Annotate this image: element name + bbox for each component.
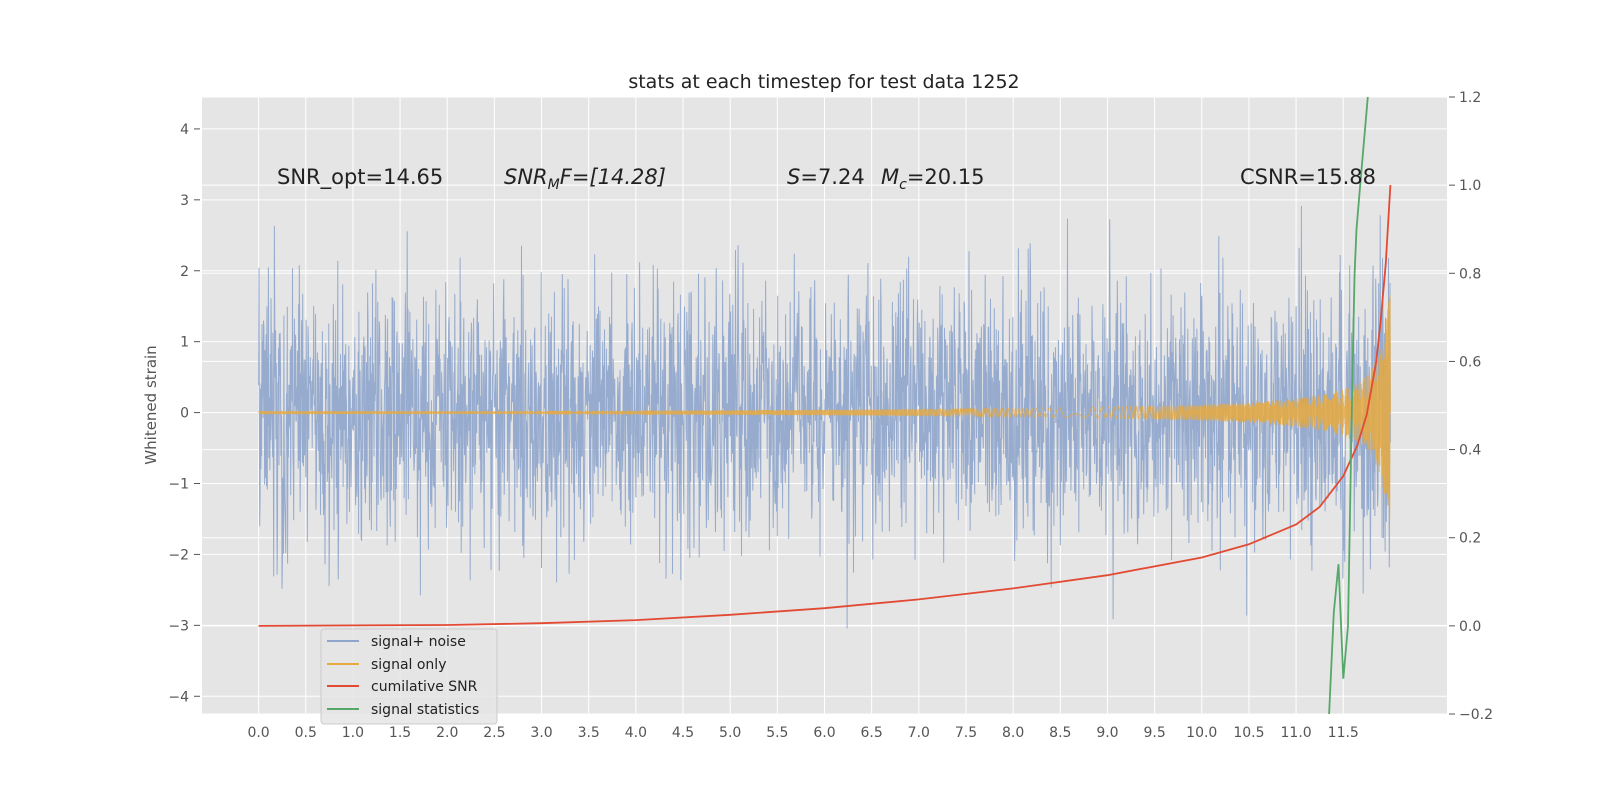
series-signal-statistics (1328, 97, 1369, 714)
y-tick-label: −4 (168, 689, 189, 705)
series-signal-only (258, 295, 1391, 520)
x-tick-label: 2.0 (436, 725, 458, 741)
y-axis-label: Whitened strain (142, 345, 160, 464)
x-tick-label: 11.5 (1328, 725, 1359, 741)
annotation-csnr: CSNR=15.88 (1240, 165, 1376, 189)
y-axis-left: 4 3 2 1 0 −1 −2 −3 −4 (168, 122, 200, 705)
y-axis-right: 1.2 1.0 0.8 0.6 0.4 0.2 0.0 −0.2 (1449, 90, 1493, 723)
y-tick-label: −3 (168, 618, 189, 634)
x-tick-label: 4.0 (625, 725, 647, 741)
y2-tick-label: 0.6 (1459, 354, 1481, 370)
x-tick-label: 5.0 (719, 725, 741, 741)
series-cumulative-snr (258, 185, 1392, 627)
x-tick-label: 2.5 (483, 725, 505, 741)
annotation-snr-opt: SNR_opt=14.65 (277, 165, 443, 190)
x-tick-label: 7.0 (908, 725, 930, 741)
legend-label-signal-only: signal only (371, 657, 446, 673)
x-tick-label: 5.5 (766, 725, 788, 741)
series-signal-noise (258, 205, 1391, 629)
legend-label-cumulative-snr: cumilative SNR (371, 679, 478, 695)
y2-tick-label: 0.4 (1459, 443, 1481, 459)
x-tick-label: 1.5 (389, 725, 411, 741)
y2-tick-label: 1.2 (1459, 90, 1481, 106)
y-tick-label: 3 (180, 193, 189, 209)
x-tick-label: 9.0 (1096, 725, 1118, 741)
y2-tick-label: 0.8 (1459, 266, 1481, 282)
y2-tick-label: 1.0 (1459, 178, 1481, 194)
x-tick-label: 10.5 (1233, 725, 1264, 741)
y-tick-label: 4 (180, 122, 189, 138)
x-tick-label: 0.5 (295, 725, 317, 741)
y-tick-label: −1 (168, 477, 189, 493)
legend: signal+ noise signal only cumilative SNR… (320, 628, 498, 725)
x-axis: 0.0 0.5 1.0 1.5 2.0 2.5 3.0 3.5 4.0 4.5 5.0 5.5 6.0 6… (247, 725, 1358, 741)
legend-box (320, 628, 498, 725)
x-tick-label: 0.0 (247, 725, 269, 741)
x-tick-label: 7.5 (955, 725, 977, 741)
annotation-s: S=7.24 (787, 165, 865, 189)
x-tick-label: 3.5 (578, 725, 600, 741)
x-tick-label: 1.0 (342, 725, 364, 741)
x-tick-label: 11.0 (1281, 725, 1312, 741)
y-tick-label: −2 (168, 547, 189, 563)
x-tick-label: 4.5 (672, 725, 694, 741)
x-tick-label: 6.5 (861, 725, 883, 741)
x-tick-label: 10.0 (1186, 725, 1217, 741)
y-tick-label: 1 (180, 335, 189, 351)
y2-tick-label: 0.0 (1459, 619, 1481, 635)
x-tick-label: 8.0 (1002, 725, 1024, 741)
y2-tick-label: −0.2 (1459, 707, 1493, 723)
x-tick-label: 9.5 (1143, 725, 1165, 741)
legend-label-signal-statistics: signal statistics (371, 702, 479, 718)
y2-tick-label: 0.2 (1459, 531, 1481, 547)
annotation-mc: Mc=20.15 (881, 165, 985, 193)
x-tick-label: 6.0 (813, 725, 835, 741)
x-tick-label: 3.0 (530, 725, 552, 741)
y-tick-label: 2 (180, 264, 189, 280)
chart-title: stats at each timestep for test data 125… (628, 71, 1019, 93)
x-tick-label: 8.5 (1049, 725, 1071, 741)
annotation-snr-mf: SNRMF=[14.28] (504, 165, 666, 193)
y-tick-label: 0 (180, 406, 189, 422)
legend-label-signal-noise: signal+ noise (371, 634, 466, 650)
grid (202, 96, 1447, 715)
